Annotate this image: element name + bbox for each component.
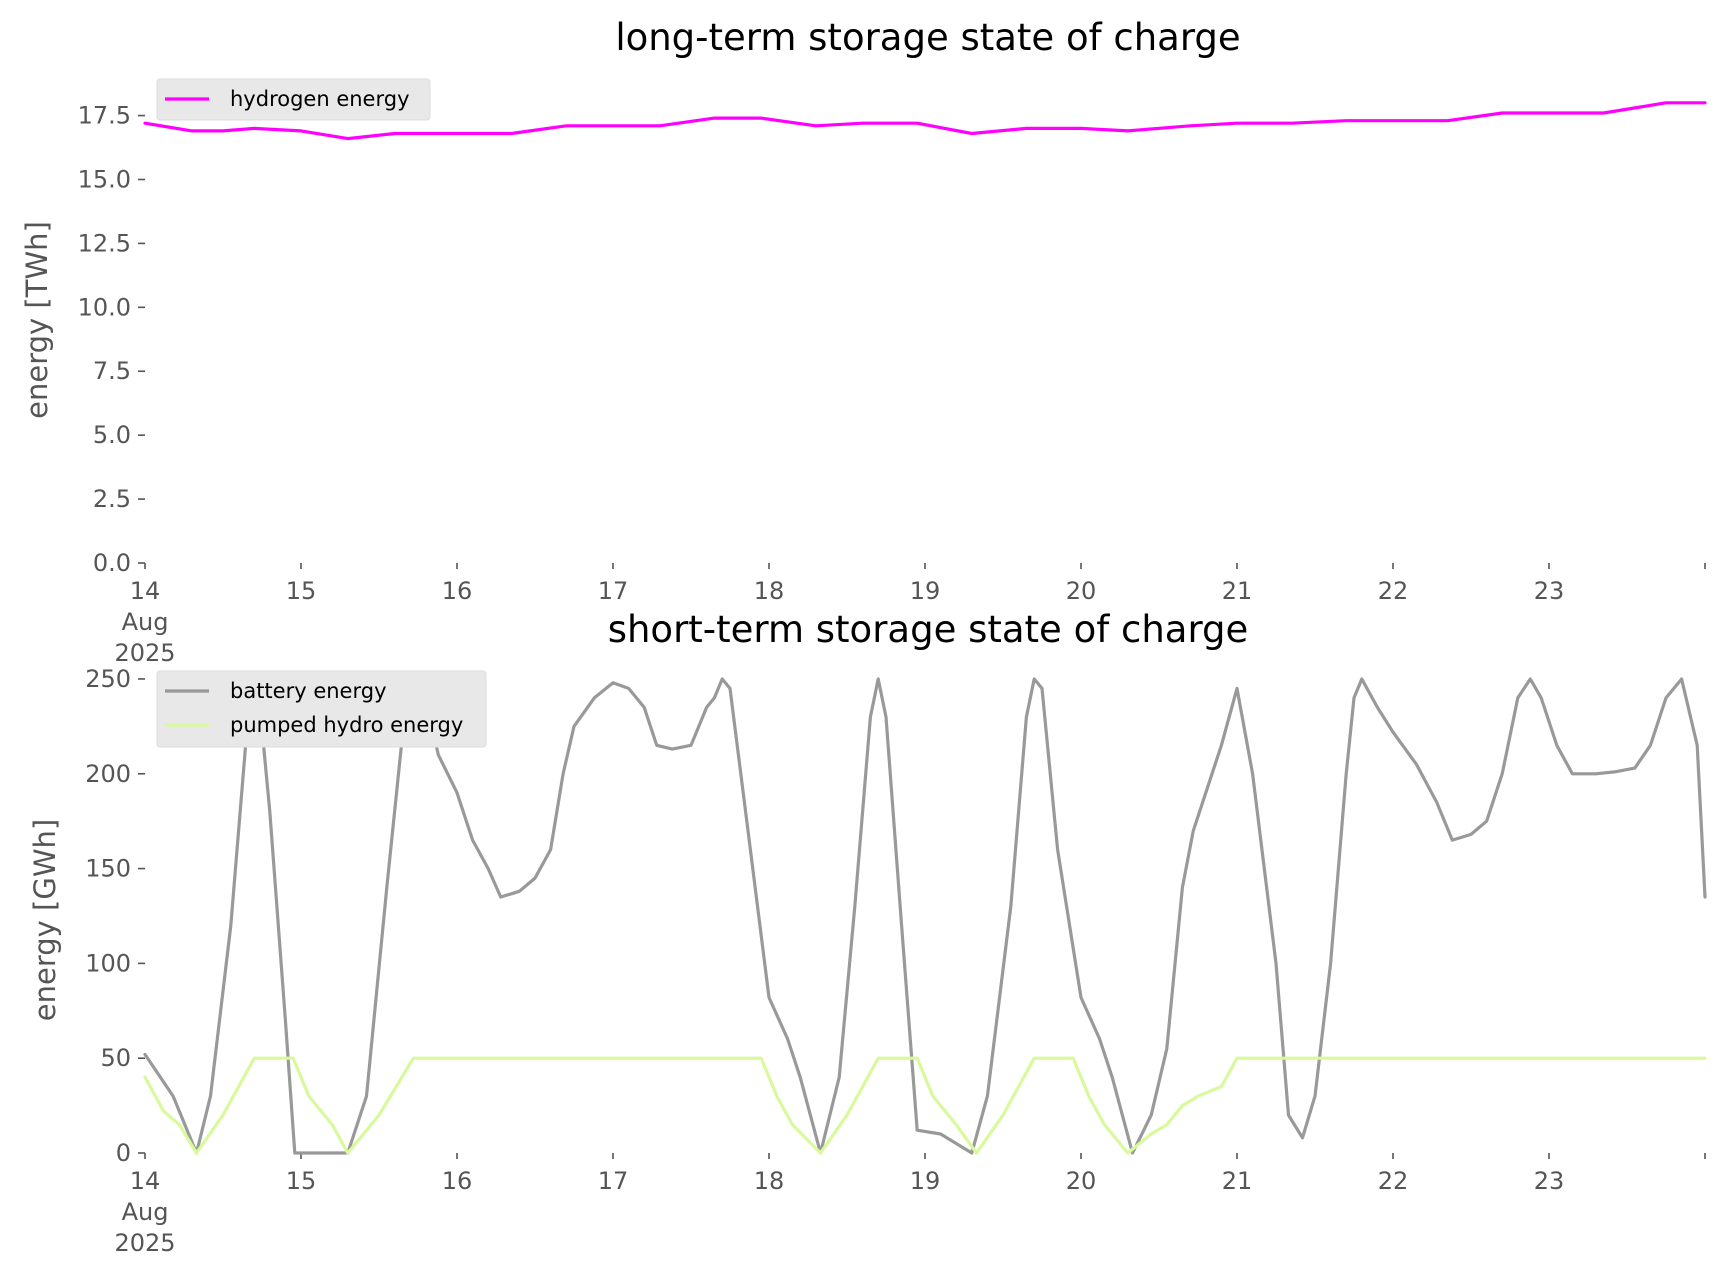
x-tick-label: 19 [910, 1167, 941, 1195]
y-tick-label: 5.0 [93, 421, 131, 449]
x-tick-label: 16 [442, 1167, 473, 1195]
x-tick-label: 14 [130, 577, 161, 605]
series-group [143, 101, 1707, 141]
legend-box [156, 78, 431, 121]
x-tick-label: 18 [754, 577, 785, 605]
y-tick-label: 100 [85, 949, 131, 977]
y-axis-label: energy [TWh] [20, 221, 54, 419]
y-tick-label: 7.5 [93, 357, 131, 385]
series-group [143, 677, 1707, 1155]
series-line-battery-energy [143, 677, 1707, 1155]
x-tick-label: 22 [1378, 577, 1409, 605]
y-tick-label: 250 [85, 665, 131, 693]
legend-entry: battery energy [230, 679, 387, 703]
y-tick-label: 2.5 [93, 485, 131, 513]
y-tick-label: 17.5 [78, 102, 131, 130]
x-tick-label: 22 [1378, 1167, 1409, 1195]
chart-title: short-term storage state of charge [608, 608, 1249, 651]
y-tick-label: 15.0 [78, 165, 131, 193]
legend-entry: pumped hydro energy [230, 713, 463, 737]
x-tick-label: 17 [598, 1167, 629, 1195]
chart-title: long-term storage state of charge [615, 16, 1240, 59]
legend-box [156, 670, 487, 748]
x-tick-label: 16 [442, 577, 473, 605]
x-tick-label: 21 [1222, 577, 1253, 605]
series-line-hydrogen-energy [143, 101, 1707, 141]
x-tick-label: Aug [122, 1198, 169, 1226]
x-tick-label: 15 [286, 577, 317, 605]
y-tick-label: 50 [100, 1044, 131, 1072]
x-tick-label: 23 [1534, 1167, 1565, 1195]
series-line-pumped-hydro-energy [143, 1056, 1707, 1155]
x-tick-label: 20 [1066, 1167, 1097, 1195]
legend: hydrogen energy [156, 78, 431, 121]
x-tick-label: 21 [1222, 1167, 1253, 1195]
x-axis: 14 Aug 2025 15 16 17 18 19 20 21 22 23 [114, 1153, 1706, 1257]
x-tick-label: 2025 [114, 639, 175, 667]
y-axis: 0.0 2.5 5.0 7.5 10.0 12.5 15.0 17.5 [78, 102, 145, 577]
x-axis: 14 Aug 2025 15 16 17 18 19 20 21 22 23 [114, 563, 1706, 667]
x-tick-label: 2025 [114, 1229, 175, 1257]
long-term-storage-panel: long-term storage state of charge energy… [20, 16, 1707, 667]
x-tick-label: 18 [754, 1167, 785, 1195]
y-tick-label: 150 [85, 855, 131, 883]
y-tick-label: 10.0 [78, 293, 131, 321]
x-tick-label: 14 [130, 1167, 161, 1195]
short-term-storage-panel: short-term storage state of charge energ… [28, 608, 1707, 1257]
legend: battery energy pumped hydro energy [156, 670, 487, 748]
x-tick-label: 17 [598, 577, 629, 605]
x-tick-label: 15 [286, 1167, 317, 1195]
y-axis: 0 50 100 150 200 250 [85, 665, 145, 1167]
y-tick-label: 200 [85, 760, 131, 788]
y-tick-label: 0 [116, 1139, 131, 1167]
y-axis-label: energy [GWh] [28, 819, 62, 1021]
y-tick-label: 12.5 [78, 229, 131, 257]
x-tick-label: 20 [1066, 577, 1097, 605]
y-tick-label: 0.0 [93, 549, 131, 577]
legend-entry: hydrogen energy [230, 87, 410, 111]
x-tick-label: 23 [1534, 577, 1565, 605]
x-tick-label: 19 [910, 577, 941, 605]
x-tick-label: Aug [122, 608, 169, 636]
